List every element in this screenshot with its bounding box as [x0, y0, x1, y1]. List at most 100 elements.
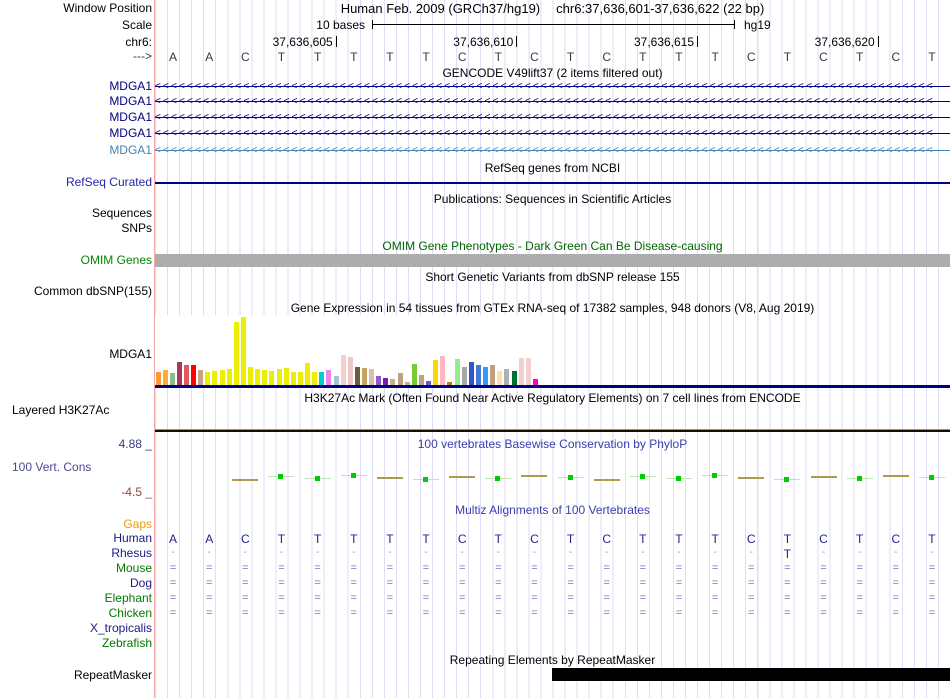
base-letter: C: [530, 50, 539, 64]
alignment-cell: =: [567, 577, 574, 589]
repeatmasker-element-bar[interactable]: [552, 668, 950, 681]
alignment-cell: =: [242, 592, 249, 604]
base-letter: C: [240, 50, 250, 64]
alignment-cell: -: [460, 547, 464, 558]
species-label-human[interactable]: Human: [113, 531, 152, 545]
refseq-gene-line[interactable]: [155, 182, 950, 184]
species-label-zebrafish[interactable]: Zebrafish: [101, 636, 152, 650]
assembly-text: Human Feb. 2009 (GRCh37/hg19): [340, 1, 541, 16]
alignment-cell: =: [458, 577, 466, 589]
chrom-label: chr6:: [125, 35, 152, 49]
gtex-bar: [497, 371, 503, 385]
base-letter: T: [928, 50, 936, 64]
gtex-bar: [440, 356, 446, 385]
gtex-baseline: [155, 385, 950, 388]
alignment-cell: -: [171, 547, 175, 558]
alignment-cell: -: [568, 547, 573, 558]
alignment-cell: -: [857, 547, 862, 558]
species-label-gaps[interactable]: Gaps: [123, 517, 152, 531]
phylop-min-label: -4.5 _: [121, 485, 152, 499]
gtex-bar: [205, 372, 211, 385]
gene-label[interactable]: MDGA1: [109, 126, 152, 140]
species-label-x_tropicalis[interactable]: X_tropicalis: [89, 621, 152, 635]
gene-line[interactable]: [155, 86, 950, 87]
alignment-cell: =: [603, 562, 610, 574]
alignment-cell: =: [639, 592, 647, 604]
common-dbsnp-label[interactable]: Common dbSNP(155): [33, 284, 152, 298]
ruler-tick-mark: [516, 36, 518, 47]
alignment-cell: =: [675, 607, 683, 619]
gtex-bar: [276, 369, 282, 385]
alignment-cell: =: [242, 607, 249, 619]
alignment-cell: =: [928, 562, 936, 574]
alignment-cell: =: [748, 592, 755, 604]
position-header: Human Feb. 2009 (GRCh37/hg19) chr6:37,636…: [155, 2, 950, 16]
gtex-bar: [226, 369, 232, 385]
species-label-rhesus[interactable]: Rhesus: [111, 546, 152, 560]
omim-gene-bar[interactable]: [155, 254, 950, 267]
alignment-cell: =: [892, 607, 899, 619]
alignment-cell: =: [639, 607, 647, 619]
gtex-bar: [262, 370, 268, 385]
alignment-cell: -: [388, 547, 392, 558]
snps-label[interactable]: SNPs: [121, 221, 152, 235]
gtex-bar: [511, 371, 517, 385]
alignment-cell: =: [892, 577, 899, 589]
gene-line[interactable]: [155, 117, 950, 118]
gtex-bar: [376, 376, 382, 385]
gtex-bar: [369, 369, 375, 385]
species-label-elephant[interactable]: Elephant: [104, 591, 152, 605]
position-text: chr6:37,636,601-37,636,622 (22 bp): [556, 1, 765, 16]
omim-genes-label[interactable]: OMIM Genes: [80, 253, 152, 267]
gtex-bar: [354, 367, 360, 385]
sequences-label[interactable]: Sequences: [91, 206, 152, 220]
alignment-cell: -: [496, 547, 500, 558]
gene-line[interactable]: [155, 133, 950, 134]
base-letter: T: [639, 50, 647, 64]
gtex-gene-label[interactable]: MDGA1: [109, 347, 152, 361]
alignment-cell: =: [386, 592, 394, 604]
alignment-cell: -: [894, 547, 898, 558]
refseq-curated-label[interactable]: RefSeq Curated: [65, 175, 152, 189]
alignment-cell: =: [784, 592, 791, 604]
repeatmasker-label[interactable]: RepeatMasker: [73, 668, 152, 682]
base-letter: T: [855, 50, 864, 64]
gene-line[interactable]: [155, 150, 950, 151]
conservation-tan-dash: [810, 476, 837, 478]
alignment-cell: =: [422, 577, 430, 589]
gtex-bar: [347, 357, 353, 385]
species-label-chicken[interactable]: Chicken: [108, 606, 152, 620]
alignment-cell: =: [205, 592, 213, 604]
gene-line[interactable]: [155, 101, 950, 102]
alignment-cell: =: [784, 577, 791, 589]
vert-cons-label[interactable]: 100 Vert. Cons: [12, 460, 92, 474]
conservation-square: [567, 475, 573, 480]
conservation-tan-dash: [593, 479, 620, 481]
gene-label[interactable]: MDGA1: [109, 143, 152, 157]
alignment-cell: -: [677, 547, 681, 558]
alignment-cell: =: [422, 592, 430, 604]
alignment-cell: =: [711, 577, 719, 589]
alignment-cell: =: [205, 577, 213, 589]
h3k27ac-signal-baseline[interactable]: [155, 429, 950, 432]
conservation-tan-dash: [738, 477, 765, 479]
species-label-mouse[interactable]: Mouse: [115, 561, 152, 575]
gtex-bar: [155, 372, 161, 385]
alignment-cell: =: [278, 607, 285, 619]
alignment-cell: =: [639, 577, 647, 589]
alignment-cell: =: [495, 607, 502, 619]
ruler-tick-label: 37,636,605: [272, 35, 333, 49]
layered-h3k27ac-label[interactable]: Layered H3K27Ac: [12, 403, 110, 417]
alignment-cell: =: [314, 592, 321, 604]
alignment-cell: =: [422, 607, 430, 619]
gtex-bar: [162, 370, 168, 385]
gene-label[interactable]: MDGA1: [109, 79, 152, 93]
species-label-dog[interactable]: Dog: [129, 576, 152, 590]
alignment-cell: =: [892, 592, 899, 604]
window-position-label: Window Position: [63, 1, 152, 15]
gene-label[interactable]: MDGA1: [109, 94, 152, 108]
conservation-square: [675, 476, 681, 481]
gene-direction-arrows: <<<<<<<<<<<<<<<<<<<<<<<<<<<<<<<<<<<<<<<<…: [155, 128, 935, 139]
gene-label[interactable]: MDGA1: [109, 110, 152, 124]
